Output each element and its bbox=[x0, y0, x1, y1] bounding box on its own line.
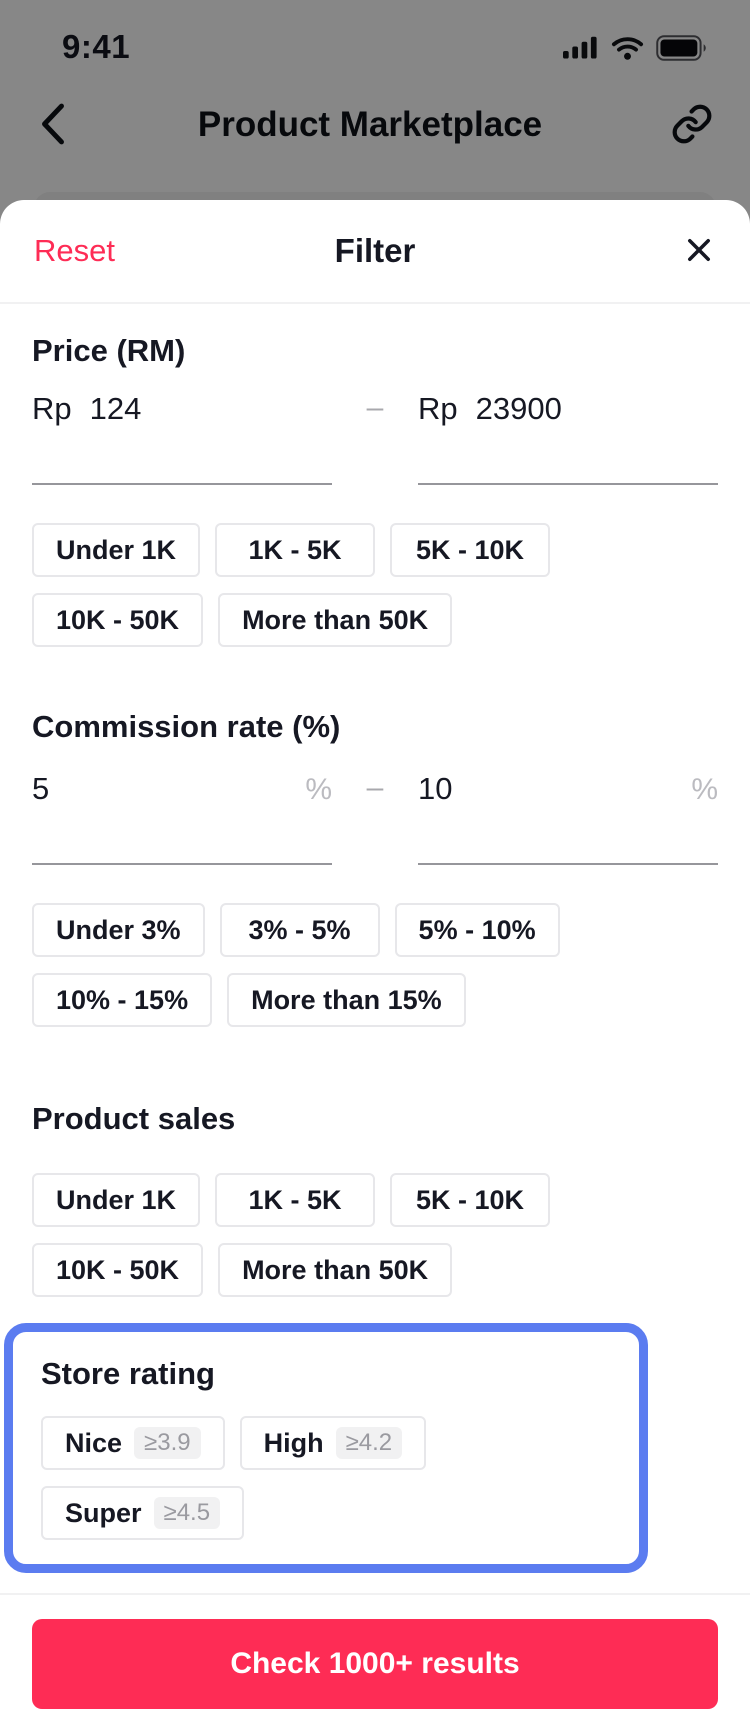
store-rating-chip[interactable]: High ≥4.2 bbox=[239, 1416, 427, 1470]
status-bar: 9:41 bbox=[0, 0, 750, 70]
commission-range-fields: 5 % – 10 % bbox=[32, 761, 718, 865]
filter-sheet-body: Price (RM) Rp 124 – Rp 23900 Under 1K 1K … bbox=[0, 304, 750, 1718]
footer-divider bbox=[0, 1593, 750, 1595]
signal-strength-icon bbox=[563, 36, 599, 65]
chevron-left-icon bbox=[36, 101, 70, 150]
status-time: 9:41 bbox=[62, 28, 131, 65]
filter-sheet: Reset Filter Price (RM) Rp 124 – bbox=[0, 200, 750, 1718]
check-results-button[interactable]: Check 1000+ results bbox=[32, 1619, 718, 1709]
rating-name: High bbox=[263, 1427, 324, 1458]
price-min-input[interactable]: Rp 124 bbox=[32, 381, 332, 485]
store-rating-section-label: Store rating bbox=[41, 1356, 215, 1391]
commission-min-value: 5 bbox=[32, 771, 50, 806]
back-button[interactable] bbox=[36, 101, 70, 150]
store-rating-chips: Nice ≥3.9 High ≥4.2 Super ≥4.5 bbox=[41, 1416, 619, 1540]
price-range-chips: Under 1K 1K - 5K 5K - 10K 10K - 50K More tha… bbox=[32, 523, 594, 647]
percent-suffix: % bbox=[305, 773, 332, 806]
price-range-chip[interactable]: 5K - 10K bbox=[390, 523, 551, 577]
product-sales-chip[interactable]: 1K - 5K bbox=[215, 1173, 376, 1227]
price-section-label: Price (RM) bbox=[32, 333, 186, 368]
product-sales-section-label: Product sales bbox=[32, 1101, 236, 1136]
product-sales-chip[interactable]: 5K - 10K bbox=[390, 1173, 551, 1227]
battery-icon bbox=[656, 35, 708, 66]
wifi-icon bbox=[611, 36, 644, 65]
share-link-button[interactable] bbox=[670, 102, 714, 149]
store-rating-chip[interactable]: Nice ≥3.9 bbox=[41, 1416, 225, 1470]
product-sales-chip[interactable]: Under 1K bbox=[32, 1173, 201, 1227]
price-min-value: 124 bbox=[89, 391, 142, 426]
currency-prefix: Rp bbox=[418, 391, 458, 426]
percent-suffix: % bbox=[691, 773, 718, 806]
page-title: Product Marketplace bbox=[197, 105, 543, 144]
product-sales-chip[interactable]: More than 50K bbox=[218, 1243, 453, 1297]
rating-name: Nice bbox=[65, 1427, 123, 1458]
reset-button[interactable]: Reset bbox=[34, 233, 115, 268]
price-range-chip[interactable]: Under 1K bbox=[32, 523, 201, 577]
store-rating-highlight-box: Store rating Nice ≥3.9 High ≥4.2 Super ≥… bbox=[4, 1323, 648, 1573]
commission-max-input[interactable]: 10 % bbox=[418, 761, 718, 865]
price-range-fields: Rp 124 – Rp 23900 bbox=[32, 381, 718, 485]
price-range-chip[interactable]: 10K - 50K bbox=[32, 593, 204, 647]
commission-range-chip[interactable]: 5% - 10% bbox=[394, 903, 560, 957]
rating-threshold-badge: ≥4.5 bbox=[153, 1497, 221, 1529]
close-button[interactable] bbox=[682, 233, 716, 270]
commission-max-value: 10 bbox=[418, 771, 453, 806]
commission-range-chip[interactable]: 3% - 5% bbox=[219, 903, 380, 957]
currency-prefix: Rp bbox=[32, 391, 72, 426]
commission-min-input[interactable]: 5 % bbox=[32, 761, 332, 865]
commission-range-chip[interactable]: Under 3% bbox=[32, 903, 205, 957]
price-range-chip[interactable]: More than 50K bbox=[218, 593, 453, 647]
price-max-input[interactable]: Rp 23900 bbox=[418, 381, 718, 485]
product-sales-chip[interactable]: 10K - 50K bbox=[32, 1243, 204, 1297]
nav-bar: Product Marketplace bbox=[0, 86, 750, 164]
status-icons bbox=[563, 35, 708, 66]
commission-range-chip[interactable]: 10% - 15% bbox=[32, 973, 213, 1027]
range-separator: – bbox=[366, 391, 384, 424]
rating-name: Super bbox=[65, 1497, 142, 1528]
price-max-value: 23900 bbox=[475, 391, 562, 426]
rating-threshold-badge: ≥4.2 bbox=[335, 1427, 403, 1459]
rating-threshold-badge: ≥3.9 bbox=[134, 1427, 201, 1459]
link-icon bbox=[670, 102, 714, 149]
price-range-chip[interactable]: 1K - 5K bbox=[215, 523, 376, 577]
product-sales-chips: Under 1K 1K - 5K 5K - 10K 10K - 50K More tha… bbox=[32, 1173, 594, 1297]
commission-section-label: Commission rate (%) bbox=[32, 709, 341, 744]
commission-range-chips: Under 3% 3% - 5% 5% - 10% 10% - 15% More tha… bbox=[32, 903, 594, 1027]
store-rating-chip[interactable]: Super ≥4.5 bbox=[41, 1486, 245, 1540]
commission-range-chip[interactable]: More than 15% bbox=[227, 973, 466, 1027]
filter-sheet-header: Reset Filter bbox=[0, 200, 750, 304]
range-separator: – bbox=[366, 771, 384, 804]
close-icon bbox=[682, 233, 716, 270]
